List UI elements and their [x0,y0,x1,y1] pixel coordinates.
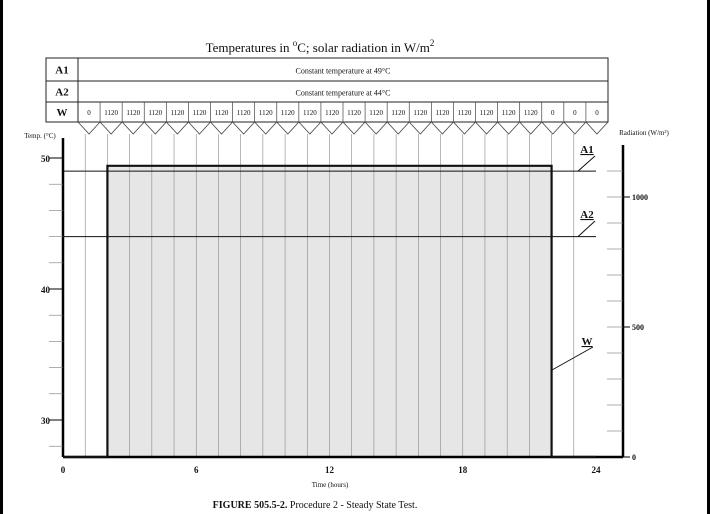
left-tick-label: 40 [41,285,51,295]
zigzag-connector [77,121,101,135]
w-cell-value: 0 [551,109,555,117]
right-axis-label: Radiation (W/m²) [619,129,669,137]
row-label-A2: A2 [55,87,69,99]
zigzag-connector [431,121,454,135]
left-axis-label: Temp. (°C) [24,132,56,140]
zigzag-connector [99,121,123,135]
figure-caption: FIGURE 505.5-2. Procedure 2 - Steady Sta… [213,500,418,511]
zigzag-connector [386,121,410,135]
x-tick-label: 24 [592,465,602,475]
w-cell-value: 1120 [524,109,538,117]
zigzag-connector [254,121,278,135]
zigzag-connector [166,121,189,135]
zigzag-connector [121,121,145,135]
w-cell-value: 1120 [436,109,450,117]
leader-A1 [577,155,596,172]
zigzag-connector [563,121,587,135]
zigzag-connector [232,121,255,135]
chart-title: Temperatures in oC; solar radiation in W… [206,38,435,55]
w-cell-value: 1120 [480,109,494,117]
zigzag-connector [453,121,476,135]
x-tick-label: 12 [325,465,335,475]
w-cell-value: 1120 [237,109,251,117]
w-cell-value: 1120 [458,109,472,117]
zigzag-connector [364,121,388,135]
zigzag-connector [276,121,300,135]
w-cell-value: 1120 [148,109,162,117]
x-tick-label: 0 [61,465,66,475]
w-cell-value: 0 [573,109,577,117]
right-tick-label: 1000 [632,193,648,202]
w-cell-value: 1120 [193,109,207,117]
zigzag-connector [408,121,432,135]
w-cell-value: 1120 [413,109,427,117]
leader-W [551,346,594,371]
row-label-W: W [57,107,68,119]
right-tick-label: 500 [632,323,644,332]
zigzag-connector [320,121,344,135]
w-cell-value: 0 [87,109,91,117]
w-cell-value: 1120 [303,109,317,117]
w-cell-value: 0 [595,109,599,117]
w-cell-value: 1120 [126,109,140,117]
x-tick-label: 6 [194,465,199,475]
left-tick-label: 50 [41,154,51,164]
data-table [45,57,609,123]
w-cell-value: 1120 [171,109,185,117]
w-cell-value: 1120 [259,109,273,117]
series-label-A2: A2 [580,209,594,221]
zigzag-connector [342,121,366,135]
zigzag-connector [585,121,609,135]
row-text-A2: Constant temperature at 44°C [296,89,391,98]
leader-A2 [577,220,596,237]
zigzag-connector [475,121,498,135]
w-cell-value: 1120 [281,109,295,117]
w-cell-value: 1120 [347,109,361,117]
row-label-A1: A1 [55,65,68,77]
series-label-W: W [582,336,593,348]
w-cell-value: 1120 [104,109,118,117]
zigzag-connector [143,121,167,135]
series-label-A1: A1 [580,144,593,156]
zigzag-connector [541,121,565,135]
zigzag-connector [210,121,233,135]
zigzag-connector [188,121,211,135]
w-cell-value: 1120 [215,109,229,117]
w-cell-value: 1120 [325,109,339,117]
x-axis-label: Time (hours) [312,481,349,489]
w-cell-value: 1120 [391,109,405,117]
left-tick-label: 30 [41,416,51,426]
w-cell-value: 1120 [369,109,383,117]
series-W [63,164,596,459]
zigzag-connector [298,121,322,135]
zigzag-connector [497,121,520,135]
w-cell-value: 1120 [502,109,516,117]
zigzag-connector [519,121,543,135]
row-text-A1: Constant temperature at 49°C [296,67,391,76]
right-tick-label: 0 [632,453,636,462]
x-tick-label: 18 [458,465,468,475]
